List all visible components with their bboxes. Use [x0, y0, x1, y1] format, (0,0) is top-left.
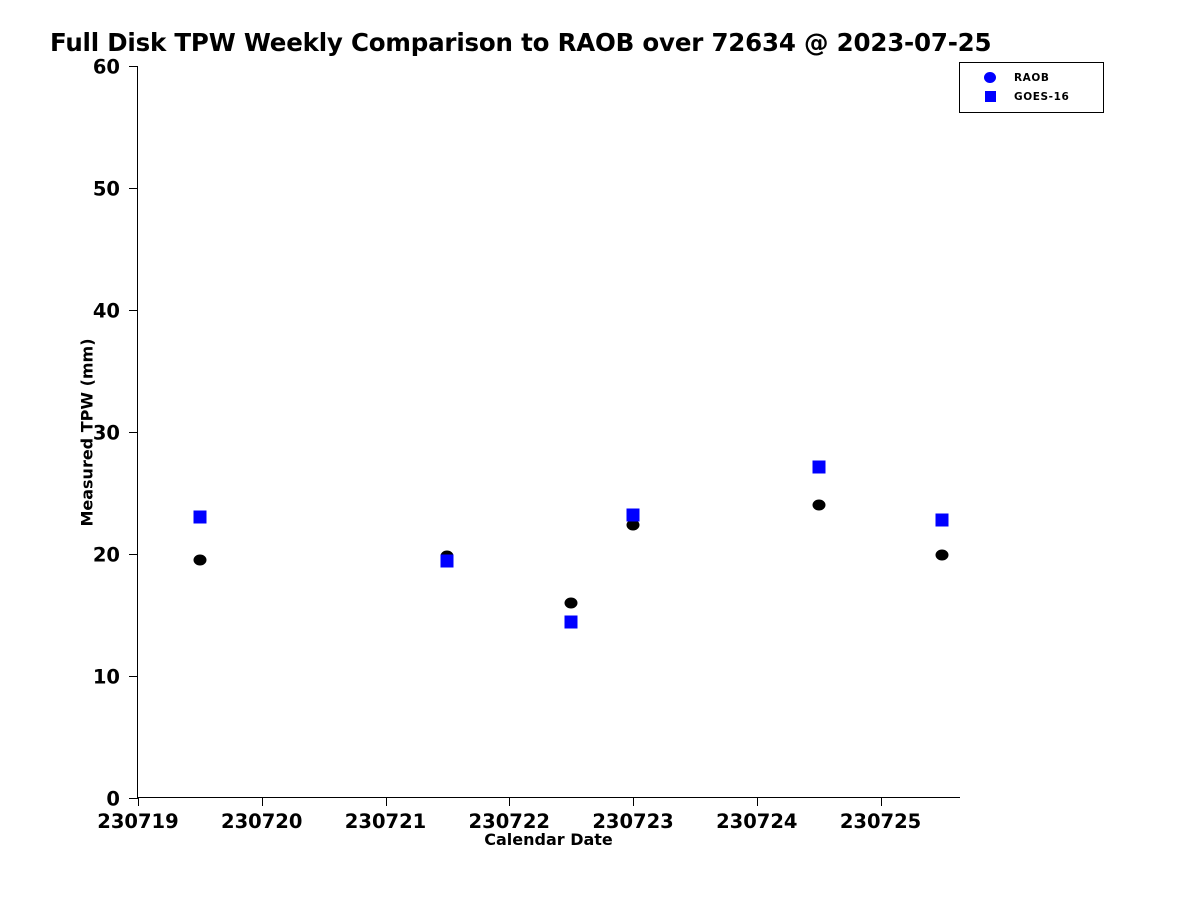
y-tick-30: 30 [93, 422, 138, 445]
x-tick-230725 [880, 797, 882, 806]
x-tick-230720 [261, 797, 263, 806]
x-axis-title: Calendar Date [484, 830, 613, 849]
square-icon [984, 91, 996, 102]
plot-area: 0 10 20 30 40 50 60 230719 230720 230721 230722 23… [93, 56, 960, 833]
legend-marker-square-icon [966, 91, 1014, 102]
y-tick-50: 50 [93, 178, 138, 201]
circle-icon [984, 72, 996, 83]
data-point-goes-16 [935, 513, 949, 527]
data-point-raob [626, 519, 640, 531]
legend-item-raob: RAOB [966, 68, 1097, 87]
x-tick-230722 [509, 797, 511, 806]
x-tick-label-230721: 230721 [344, 810, 427, 833]
legend-label: GOES-16 [1014, 90, 1070, 103]
x-tick-label-230723: 230723 [592, 810, 674, 833]
data-points-layer [138, 66, 960, 797]
chart-legend: RAOB GOES-16 [959, 62, 1104, 113]
data-point-raob [935, 549, 949, 561]
data-point-goes-16 [564, 615, 578, 629]
data-point-goes-16 [626, 508, 640, 522]
y-tick-label-50: 50 [92, 177, 120, 201]
data-point-raob [564, 597, 578, 609]
y-tick-label-10: 10 [92, 665, 120, 689]
x-tick-230719 [138, 797, 139, 806]
y-tick-20: 20 [93, 544, 138, 567]
y-tick-10: 10 [93, 666, 138, 689]
y-tick-label-60: 60 [92, 55, 120, 79]
data-point-goes-16 [193, 510, 207, 524]
y-tick-label-40: 40 [92, 299, 120, 323]
x-tick-230724 [756, 797, 758, 806]
x-tick-label-230719: 230719 [97, 810, 179, 833]
data-point-goes-16 [812, 460, 826, 474]
y-tick-60: 60 [93, 56, 138, 79]
x-tick-230721 [385, 797, 387, 806]
legend-marker-circle-icon [966, 72, 1014, 83]
chart-title: Full Disk TPW Weekly Comparison to RAOB … [50, 28, 992, 57]
legend-label: RAOB [1014, 71, 1050, 84]
y-tick-label-30: 30 [92, 421, 120, 445]
x-tick-label-230724: 230724 [716, 810, 798, 833]
y-tick-label-20: 20 [92, 543, 120, 567]
x-tick-230723 [633, 797, 635, 806]
data-point-goes-16 [440, 554, 454, 568]
x-tick-label-230725: 230725 [839, 810, 922, 833]
y-tick-label-0: 0 [106, 787, 120, 811]
y-tick-0: 0 [106, 788, 138, 811]
x-tick-label-230720: 230720 [221, 810, 303, 833]
y-tick-40: 40 [93, 300, 138, 323]
data-point-raob [193, 554, 207, 566]
legend-item-goes-16: GOES-16 [966, 87, 1097, 106]
x-tick-label-230722: 230722 [468, 810, 550, 833]
data-point-raob [812, 499, 826, 511]
